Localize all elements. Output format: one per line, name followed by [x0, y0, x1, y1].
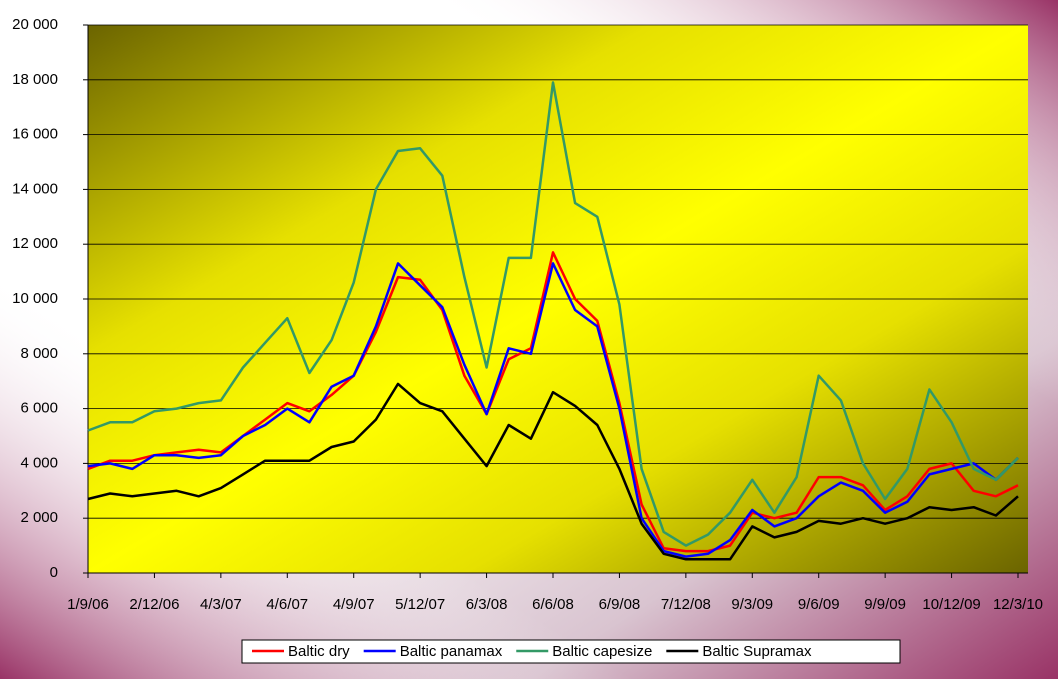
x-tick-label: 6/9/08: [599, 596, 641, 613]
legend-label: Baltic dry: [288, 643, 350, 660]
y-tick-label: 4 000: [20, 454, 58, 471]
legend: Baltic dry Baltic panamax Baltic capesize B…: [241, 639, 901, 664]
x-tick-label: 4/6/07: [266, 596, 308, 613]
x-tick-label: 10/12/09: [922, 596, 980, 613]
x-tick-label: 5/12/07: [395, 596, 445, 613]
x-tick-label: 4/3/07: [200, 596, 242, 613]
legend-label: Baltic capesize: [552, 643, 652, 660]
y-tick-label: 2 000: [20, 509, 58, 526]
x-tick-label: 9/6/09: [798, 596, 840, 613]
y-tick-label: 18 000: [12, 71, 58, 88]
x-tick-label: 9/9/09: [864, 596, 906, 613]
y-tick-label: 16 000: [12, 126, 58, 143]
x-tick-label: 4/9/07: [333, 596, 375, 613]
series-line: [87, 81, 1019, 547]
x-tick-label: 1/9/06: [67, 596, 109, 613]
y-tick-label: 20 000: [12, 16, 58, 33]
x-tick-label: 9/3/09: [731, 596, 773, 613]
series-line: [87, 382, 1019, 561]
y-tick-label: 14 000: [12, 180, 58, 197]
y-tick-label: 6 000: [20, 400, 58, 417]
y-tick-label: 10 000: [12, 290, 58, 307]
legend-box: [241, 639, 901, 664]
x-tick-label: 2/12/06: [129, 596, 179, 613]
series-line: [87, 262, 1019, 558]
y-tick-label: 12 000: [12, 235, 58, 252]
x-tick-label: 6/6/08: [532, 596, 574, 613]
x-tick-label: 12/3/10: [993, 596, 1043, 613]
y-tick-label: 8 000: [20, 345, 58, 362]
x-tick-label: 7/12/08: [661, 596, 711, 613]
legend-label: Baltic panamax: [400, 643, 503, 660]
legend-label: Baltic Supramax: [702, 643, 812, 660]
y-tick-label: 0: [50, 564, 58, 581]
x-tick-label: 6/3/08: [466, 596, 508, 613]
